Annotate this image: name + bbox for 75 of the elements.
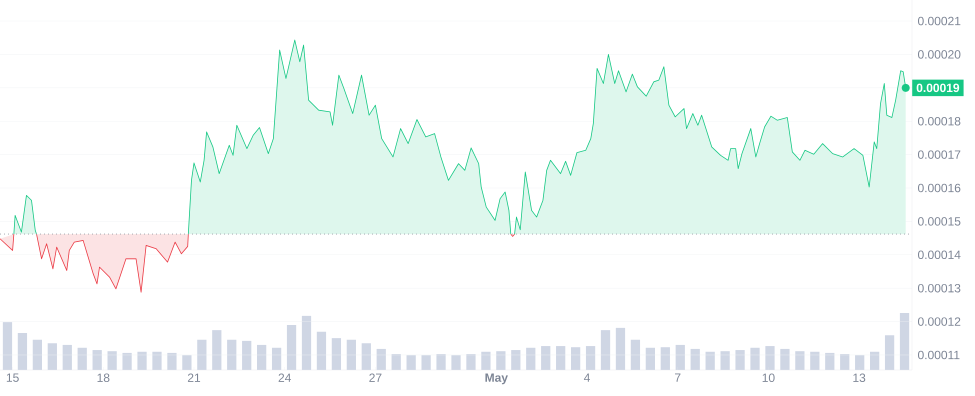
- bar: [272, 348, 282, 370]
- y-tick-label: 0.00018: [918, 116, 960, 126]
- x-tick-label: 24: [278, 374, 292, 382]
- annotation: 0.00019: [916, 84, 960, 92]
- bar: [870, 352, 880, 370]
- bar: [302, 316, 312, 370]
- bar: [257, 344, 266, 370]
- bar: [496, 351, 506, 370]
- y-tick-label: 0.00013: [918, 284, 960, 292]
- bar: [62, 344, 72, 370]
- bar: [212, 330, 222, 370]
- bar: [526, 348, 536, 370]
- bar: [720, 351, 730, 370]
- bar: [690, 348, 700, 370]
- bar: [586, 346, 596, 370]
- x-tick-label: 21: [188, 374, 200, 382]
- bar: [765, 346, 775, 370]
- bar: [750, 348, 760, 370]
- y-tick-label: 0.00016: [918, 184, 960, 192]
- bar: [92, 350, 102, 370]
- x-tick-label: May: [485, 374, 508, 384]
- bar: [630, 340, 640, 370]
- x-tick-label: 10: [762, 374, 775, 382]
- bar: [511, 350, 520, 370]
- bar: [900, 313, 910, 370]
- bar: [676, 344, 685, 370]
- bar: [376, 348, 386, 370]
- bar: [706, 352, 715, 370]
- bar: [825, 352, 834, 370]
- bar: [660, 347, 670, 370]
- bar: [884, 335, 894, 370]
- bar: [107, 351, 117, 370]
- bar: [795, 351, 805, 370]
- x-tick-label: 15: [6, 374, 19, 382]
- bar: [78, 348, 87, 370]
- x-tick-label: 4: [584, 374, 590, 382]
- y-tick-label: 0.00017: [918, 150, 960, 159]
- x-tick-label: 13: [853, 374, 866, 382]
- bar: [197, 340, 206, 370]
- bar: [32, 340, 42, 370]
- bar: [421, 355, 431, 370]
- y-tick-label: 0.00011: [918, 350, 960, 360]
- bar: [48, 343, 57, 370]
- bar: [316, 332, 326, 370]
- y-tick-label: 0.00020: [918, 50, 960, 59]
- bar: [362, 343, 371, 370]
- y-tick-label: 0.00014: [918, 250, 961, 260]
- bar: [332, 338, 342, 370]
- x-tick-label: 7: [674, 374, 680, 382]
- bar: [780, 348, 790, 370]
- y-tick-label: 0.00021: [918, 16, 960, 26]
- bar: [735, 350, 745, 370]
- y-tick-label: 0.00015: [918, 217, 960, 226]
- bar: [18, 332, 28, 370]
- y-tick-label: 0.00012: [918, 317, 960, 326]
- bar: [451, 355, 461, 370]
- bar: [855, 355, 864, 370]
- bar: [810, 352, 820, 370]
- bar: [227, 340, 236, 370]
- bar: [840, 354, 850, 370]
- bar: [541, 346, 550, 370]
- bar: [182, 355, 192, 370]
- bar: [2, 322, 12, 370]
- bar: [242, 340, 252, 370]
- x-tick-label: 18: [98, 374, 110, 382]
- bar: [556, 346, 566, 370]
- bar: [600, 330, 610, 370]
- bar: [646, 348, 656, 370]
- bar: [392, 354, 401, 370]
- bar: [286, 324, 296, 370]
- bar: [570, 347, 580, 370]
- bar: [616, 328, 626, 370]
- bar: [406, 355, 416, 370]
- x-tick-label: 27: [369, 374, 382, 382]
- bar: [346, 340, 356, 370]
